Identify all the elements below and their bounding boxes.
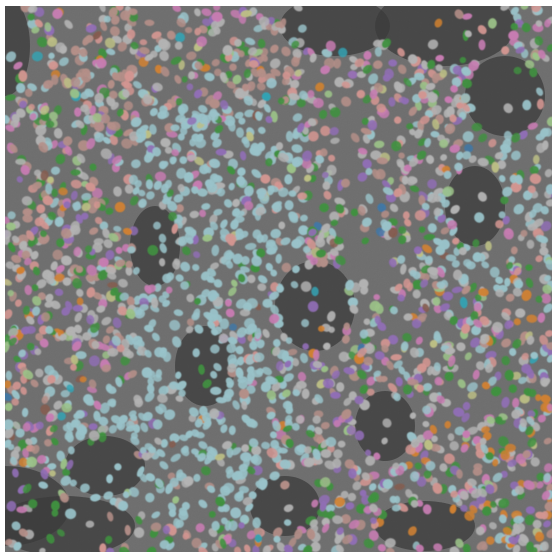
tissue-image <box>5 6 552 552</box>
grain-overlay <box>5 6 552 552</box>
